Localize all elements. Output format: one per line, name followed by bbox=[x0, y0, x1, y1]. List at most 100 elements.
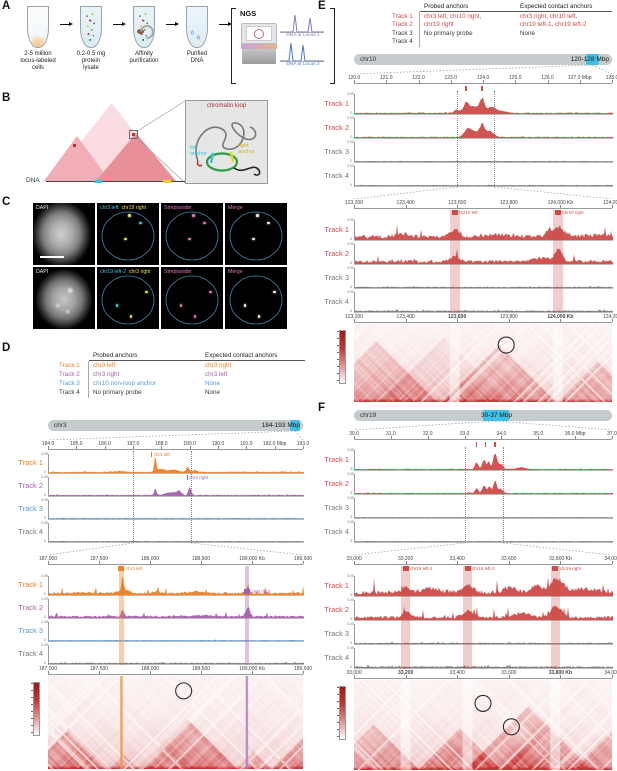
axis-tick-label: 191.0 bbox=[240, 441, 253, 447]
track-plot: 0.05 0 bbox=[347, 496, 613, 519]
axis-tick-label: 33,200 bbox=[397, 556, 414, 562]
y-axis-max: 0.05 bbox=[347, 92, 354, 96]
workflow-step-cells: 2-5 million locus-labeled cells bbox=[16, 6, 60, 86]
axis-line bbox=[354, 678, 612, 679]
signal-track-4 bbox=[355, 184, 613, 186]
region-dotted-line bbox=[191, 451, 193, 543]
heatmap-colorbar bbox=[337, 686, 346, 740]
anchor-label: chr19 left-2 bbox=[472, 566, 495, 571]
y-axis-max: 0.05 bbox=[347, 598, 354, 602]
axis-tick-label: 33.0 bbox=[459, 431, 470, 437]
track-row: Track 4 0.05 0 bbox=[318, 645, 613, 669]
track-label: Track 1 bbox=[324, 580, 349, 590]
sequencer-top bbox=[241, 23, 277, 44]
chromosome-name: chr3 bbox=[54, 421, 67, 429]
chromatin-squiggle-icon: left anchor right anchor bbox=[190, 122, 261, 176]
table-expected-cell: chr3 left bbox=[205, 370, 228, 378]
region-label: 30-37 Mbp bbox=[481, 411, 513, 419]
axis-tick-label: 37.0 bbox=[607, 431, 617, 437]
track-label: Track 3 bbox=[18, 504, 43, 513]
anchor-label: chr3 right bbox=[189, 475, 208, 480]
panel-label-e: E bbox=[318, 0, 326, 12]
axis-tick-label: 124,000 Kb bbox=[547, 314, 574, 320]
axis-tick bbox=[150, 561, 151, 564]
track-row: Track 2 0.05 0 bbox=[10, 474, 304, 497]
signal-track-1 bbox=[355, 453, 613, 470]
axis-tick bbox=[354, 80, 355, 83]
loop-pixel-box bbox=[129, 130, 138, 139]
signal-track-1 bbox=[49, 456, 304, 473]
axis-tick-label: 187,000 bbox=[38, 556, 58, 562]
genome-axis: 187,000 187,500 188,000 188,500 189,000 Kb 18… bbox=[10, 665, 312, 676]
signal-track-3 bbox=[355, 160, 613, 162]
axis-tick-label: 123,200 bbox=[344, 200, 364, 206]
track-row: Track 1 0.05 0 bbox=[318, 573, 613, 597]
y-axis-min: 0 bbox=[350, 515, 352, 519]
signal-track-4 bbox=[49, 661, 304, 664]
track-plot: 0.05 0 bbox=[41, 498, 304, 520]
sequencer-strip bbox=[241, 44, 277, 49]
zoom-funnel-lines bbox=[353, 421, 612, 430]
cells-tube-icon bbox=[27, 6, 49, 48]
axis-tick bbox=[99, 671, 100, 674]
scale-bar bbox=[40, 255, 64, 258]
nucleus-outline bbox=[229, 211, 283, 261]
track-plot: 0.05 0 bbox=[347, 164, 613, 187]
y-axis-min: 0 bbox=[350, 491, 352, 495]
probe-tick-icon bbox=[494, 442, 496, 447]
y-axis-max: 0.05 bbox=[347, 266, 354, 270]
probe-tick-icon bbox=[475, 442, 478, 447]
track-row: Track 3 0.05 0 bbox=[10, 497, 304, 520]
fish-dot bbox=[188, 237, 191, 241]
track-label: Track 2 bbox=[324, 122, 349, 132]
hic-heatmap-canvas bbox=[48, 676, 303, 769]
axis-tick bbox=[560, 561, 562, 564]
axis-tick bbox=[560, 319, 562, 322]
axis-line bbox=[48, 674, 303, 675]
tracks-block: Track 1 0.05 0 Track 2 0.05 0 Track 3 0.05 0 Trac… bbox=[318, 91, 613, 187]
anchor-label: chr10 right bbox=[562, 210, 584, 215]
genome-axis: 187,000 187,500 188,000 188,500 189,000 Kb 18… bbox=[10, 555, 312, 566]
axis-line bbox=[354, 439, 612, 440]
hic-heatmap bbox=[31, 676, 303, 769]
lysate-tube-icon bbox=[80, 6, 102, 48]
axis-tick bbox=[450, 80, 452, 83]
axis-tick-label: 187,500 bbox=[89, 556, 109, 562]
dna-squiggle-icon: ≈ bbox=[193, 33, 204, 42]
region-label: 184-193 Mbp bbox=[261, 421, 300, 429]
axis-tick bbox=[612, 319, 613, 322]
anchor-box-icon bbox=[451, 210, 458, 215]
axis-tick-label: 193.0 bbox=[296, 441, 310, 447]
signal-track-3 bbox=[49, 517, 304, 519]
y-axis-min: 0 bbox=[350, 309, 352, 313]
axis-tick bbox=[104, 446, 106, 449]
y-axis-max: 0.05 bbox=[41, 574, 48, 578]
y-axis-min: 0 bbox=[44, 539, 46, 543]
y-axis-max: 0.05 bbox=[41, 498, 48, 502]
axis-tick bbox=[457, 205, 459, 208]
track-row: Track 2 0.05 0 bbox=[10, 596, 304, 619]
table-header: Probed anchors bbox=[89, 351, 201, 362]
zoom-funnel-lines bbox=[47, 543, 303, 555]
step-caption: Affinity purification bbox=[129, 51, 159, 65]
track-label: Track 3 bbox=[324, 272, 349, 282]
axis-tick-label: 188,500 bbox=[191, 666, 211, 672]
hic-heatmap-canvas bbox=[354, 324, 612, 402]
axis-tick bbox=[390, 436, 392, 439]
dna-tube-icon: ≈ ≈ bbox=[186, 6, 208, 48]
track-plot: 0.05 0 bbox=[41, 521, 304, 543]
probe-tick-icon bbox=[481, 86, 483, 91]
track-plot: 0.05 0 bbox=[41, 452, 304, 474]
microscopy-image-dapi: DAPI bbox=[33, 203, 95, 265]
axis-tick bbox=[538, 436, 540, 439]
axis-tick bbox=[246, 446, 248, 449]
zoom-funnel-lines bbox=[47, 431, 303, 440]
fish-dot bbox=[124, 237, 127, 241]
track-plot: 0.05 0 bbox=[347, 472, 613, 495]
axis-tick bbox=[508, 319, 510, 322]
sequencer-base bbox=[242, 49, 276, 64]
y-axis-min: 0 bbox=[350, 467, 352, 471]
track-plot: 0.05 0 bbox=[41, 574, 304, 596]
image-labels: Streptavidin bbox=[164, 269, 191, 275]
axis-tick-label: 31.0 bbox=[385, 431, 396, 437]
